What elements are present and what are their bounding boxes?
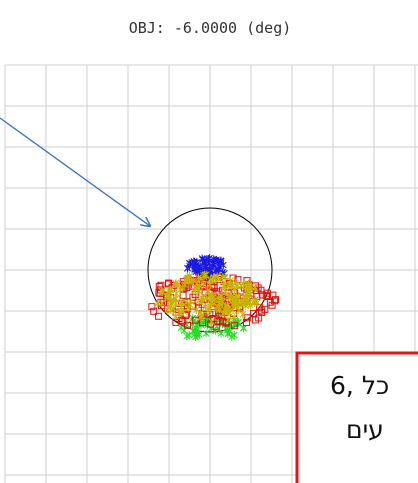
spot [231,285,238,294]
spot [167,296,175,305]
spot [211,296,218,305]
spot [174,280,182,289]
spot [180,307,187,316]
spot [258,307,266,315]
spot [208,291,216,300]
spot [202,329,210,338]
spot [164,292,172,301]
arrow [0,117,150,226]
spot [224,315,232,324]
spot [181,280,189,289]
note-line: עים [346,415,384,444]
spot [239,310,247,319]
spot [266,298,274,306]
spot [224,329,232,338]
spot [208,317,215,326]
spot [200,280,207,289]
spot [208,263,216,272]
spot [193,258,201,267]
spot [198,296,206,305]
spot [240,279,247,288]
spot [148,303,156,311]
spot [178,298,186,307]
spot [222,318,230,326]
spot [214,318,222,326]
spot [214,257,222,266]
spot [172,312,180,321]
spot [209,276,217,285]
spot [215,294,222,303]
note-line: 6, כל [330,371,389,400]
spot [262,292,270,300]
title: OBJ: -6.0000 (deg) [129,19,292,37]
airy-circle [147,207,273,333]
spot [228,282,236,291]
spot [200,272,208,281]
spot [210,283,218,291]
spot [189,293,197,301]
spot [220,281,228,290]
spot [251,316,259,324]
spot [201,256,209,265]
spot [184,321,192,329]
spot [177,316,185,324]
spot [250,299,258,308]
spot [233,299,240,308]
spot [233,282,241,291]
spot [243,314,251,322]
spot [206,289,214,297]
spots [148,254,280,342]
spot [215,275,223,284]
spot [230,313,238,322]
spot [250,309,258,317]
spot [196,330,203,339]
spot [231,322,239,330]
spot [238,297,246,306]
spot [269,291,277,299]
spot [150,307,158,315]
spot [198,319,206,327]
spot [219,310,227,319]
spot [184,304,192,313]
spot [225,308,232,317]
spot [221,273,229,282]
spot [172,294,180,303]
spot [183,332,191,341]
spot [155,312,163,320]
spot [258,291,266,299]
spot [185,277,193,286]
spot [179,291,187,299]
spot [263,289,271,297]
spot [207,298,215,307]
spot [246,287,254,296]
spot [183,305,191,313]
spot [164,305,171,314]
spot [197,313,205,322]
spot [217,329,225,338]
spot [198,254,206,263]
spot [179,317,187,325]
spot [194,284,201,293]
spot [157,281,165,289]
spot [245,298,253,307]
spot [212,323,220,331]
spot [154,299,162,308]
spot [228,294,236,303]
spot [243,318,251,326]
note-box [295,351,418,483]
spot [251,283,259,292]
